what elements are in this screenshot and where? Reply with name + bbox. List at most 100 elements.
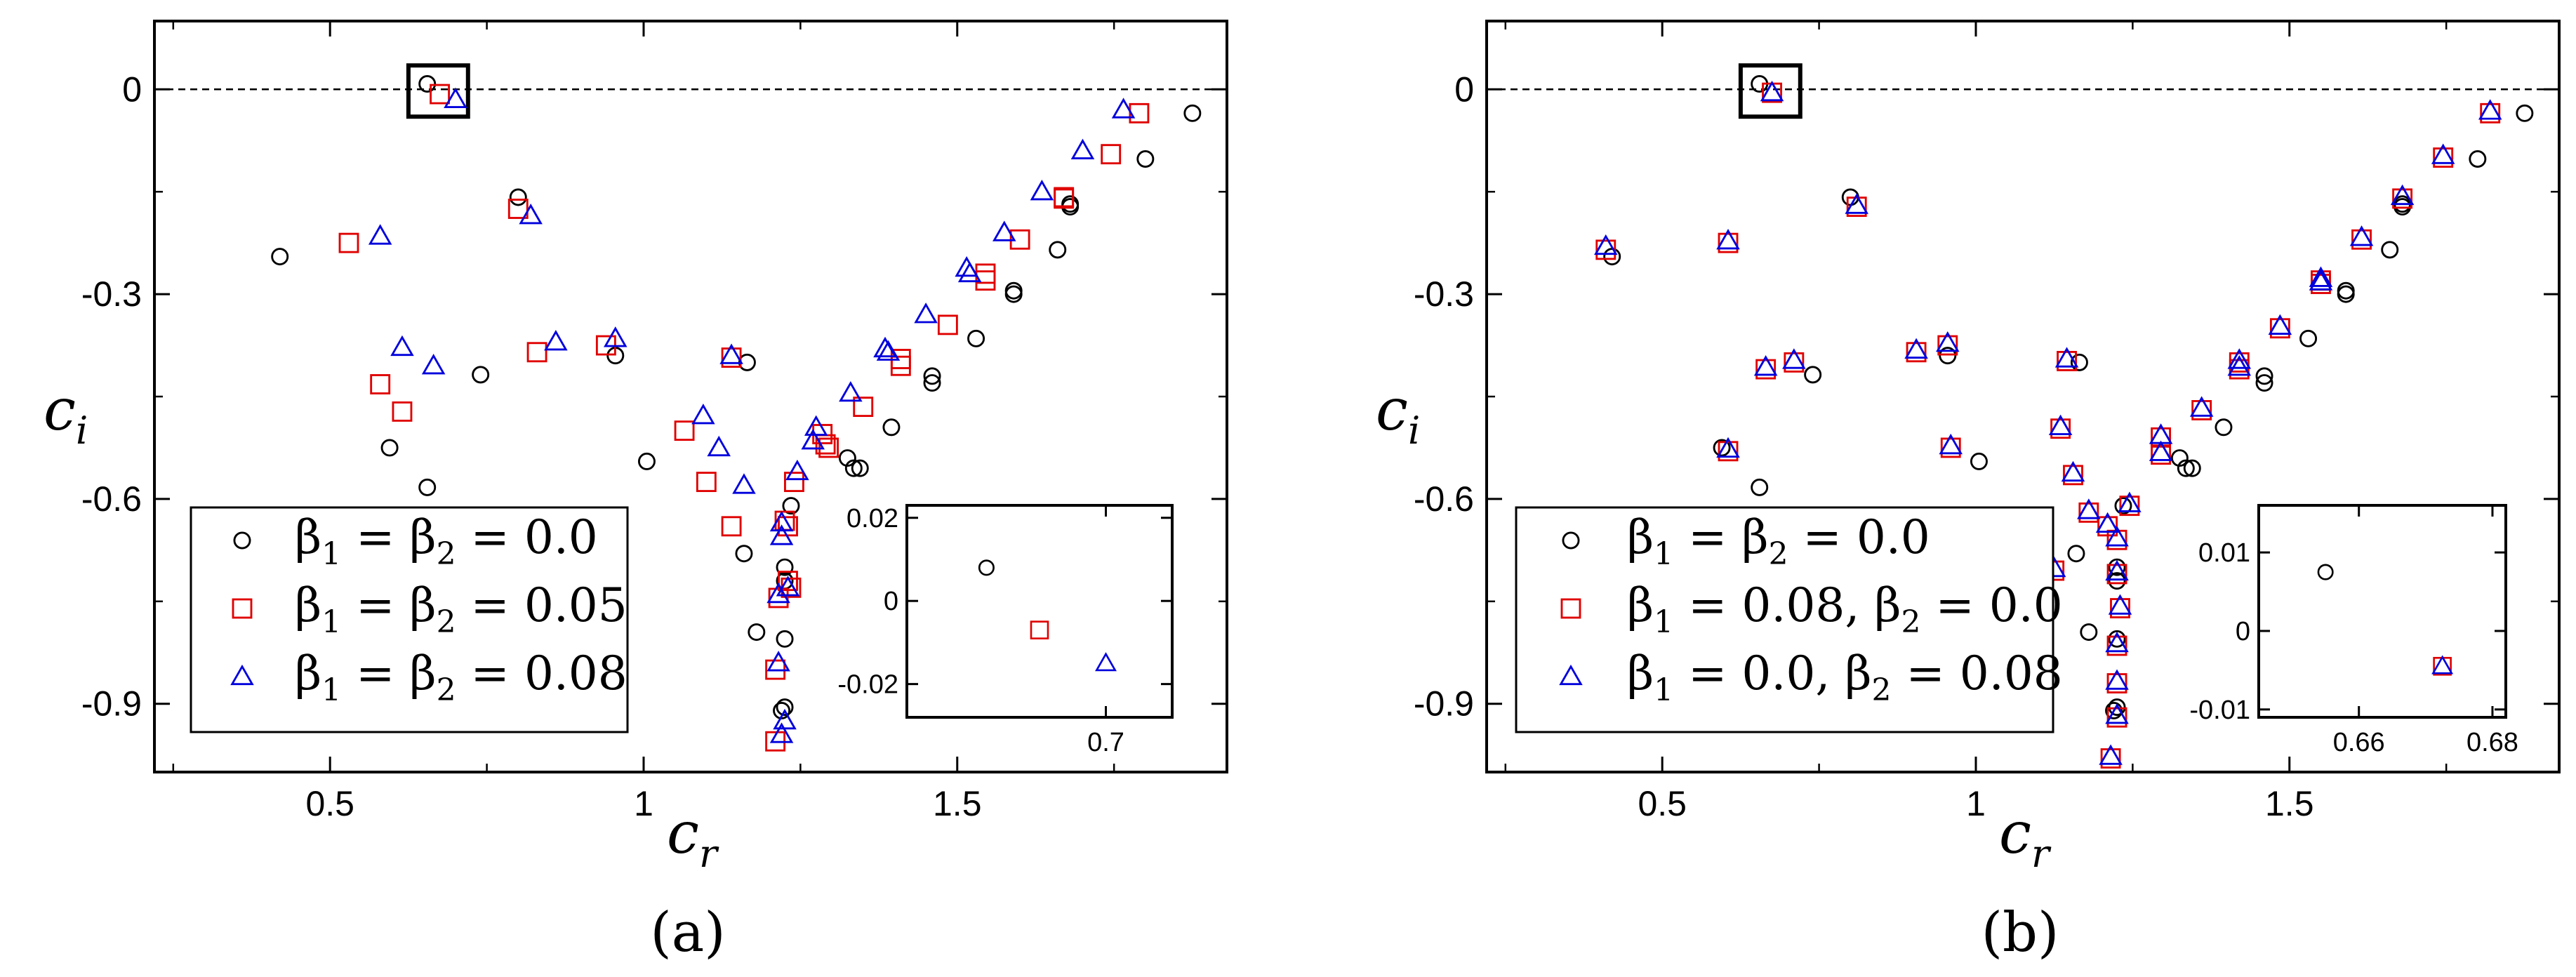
data-point — [2061, 460, 2085, 482]
data-point — [2048, 414, 2073, 435]
panel-a: 0.5 1 1.5 0 -0.3 -0.6 -0.9 ci cr (a) β1 = β2 =… — [44, 20, 1228, 964]
data-point — [2108, 630, 2126, 648]
data-point — [2351, 229, 2372, 250]
data-point — [785, 459, 809, 481]
data-point — [1939, 433, 1963, 455]
data-point — [2105, 526, 2129, 547]
data-point — [1183, 104, 1202, 122]
data-point — [392, 401, 413, 422]
data-point — [1594, 234, 1618, 255]
data-point — [838, 449, 856, 467]
data-point — [853, 397, 874, 418]
x-axis-label: cr — [1999, 800, 2052, 876]
data-point — [839, 380, 863, 402]
data-point — [2478, 99, 2502, 120]
data-point — [778, 571, 798, 592]
data-point — [732, 473, 756, 494]
y-tick-label: 0 — [122, 69, 142, 109]
legend-marker-square — [232, 598, 253, 619]
data-point — [2268, 314, 2292, 335]
series-circle — [271, 75, 1202, 719]
inset-frame — [2257, 504, 2507, 719]
legend-entry: β1 = 0.0, β2 = 0.08 — [1627, 646, 2063, 708]
data-point — [748, 623, 766, 642]
data-point — [937, 314, 958, 335]
legend-entry: β1 = β2 = 0.0 — [295, 510, 598, 572]
data-point — [2105, 669, 2129, 690]
data-point — [390, 335, 414, 357]
inset-y-tick-label: 0 — [2236, 617, 2250, 646]
highlight-box — [406, 63, 470, 119]
data-point — [1782, 348, 1806, 369]
data-point — [1713, 439, 1731, 457]
data-point — [2105, 559, 2129, 581]
y-axis-label: ci — [44, 377, 88, 453]
data-point — [2229, 359, 2250, 380]
data-point — [2480, 102, 2501, 124]
data-point — [1753, 354, 1778, 376]
data-point — [1049, 241, 1067, 259]
x-tick-label: 1 — [1966, 784, 1986, 823]
data-point — [604, 326, 628, 347]
data-point — [2299, 329, 2318, 347]
data-point — [2099, 744, 2123, 765]
data-point — [851, 459, 869, 477]
data-point — [873, 336, 897, 358]
legend: β1 = β2 = 0.0β1 = 0.08, β2 = 0.0β1 = 0.0… — [1515, 506, 2063, 733]
data-point — [721, 516, 742, 537]
panel-b: 0.5 1 1.5 0 -0.3 -0.6 -0.9 ci cr (b) β1 = β2 =… — [1376, 20, 2561, 964]
data-point — [1716, 229, 1740, 250]
data-point — [2516, 104, 2534, 122]
series-triangle — [1594, 80, 2502, 765]
inset-x-tick-label: 0.7 — [1087, 728, 1124, 757]
data-point — [914, 303, 938, 324]
data-point — [2100, 748, 2121, 769]
data-point — [2469, 150, 2487, 168]
data-point — [776, 558, 794, 576]
data-point — [769, 722, 794, 743]
data-point — [1603, 248, 1621, 266]
data-point — [2108, 572, 2126, 590]
data-point — [2095, 512, 2120, 533]
data-point — [2255, 374, 2273, 392]
data-point — [804, 415, 828, 436]
data-point — [2349, 225, 2374, 246]
data-point — [1595, 239, 1616, 260]
data-point — [776, 630, 794, 648]
inset: 0.66 0.68 0.01 0 -0.01 — [2189, 504, 2518, 757]
series-triangle — [368, 87, 1136, 743]
data-point — [766, 582, 790, 604]
data-point — [2337, 285, 2355, 303]
data-point — [967, 329, 985, 347]
y-tick-label: -0.9 — [81, 684, 142, 724]
data-point — [2189, 396, 2214, 417]
inset-y-tick-label: 0 — [884, 587, 898, 616]
inset: 0.7 0.02 0 -0.02 — [837, 504, 1174, 757]
y-tick-label: -0.6 — [1414, 479, 1474, 519]
data-point — [2080, 623, 2098, 642]
data-point — [1718, 232, 1739, 253]
data-point — [2110, 598, 2130, 618]
data-point — [735, 545, 753, 563]
data-point — [2118, 491, 2142, 512]
data-point — [380, 439, 399, 457]
data-point — [1939, 347, 1957, 365]
data-point — [784, 472, 804, 493]
inset-data-point — [2431, 655, 2454, 674]
data-point — [2309, 266, 2333, 287]
data-point — [421, 354, 446, 375]
data-point — [2108, 594, 2132, 615]
data-point — [2105, 703, 2129, 724]
data-point — [992, 220, 1016, 241]
data-point — [1937, 335, 1958, 356]
inset-frame — [905, 504, 1174, 719]
data-point — [957, 261, 982, 283]
data-point — [876, 340, 901, 361]
data-point — [370, 374, 391, 394]
data-point — [1904, 338, 1928, 359]
data-point — [1970, 452, 1988, 470]
panel-label-a: (a) — [650, 901, 725, 964]
data-point — [507, 199, 529, 219]
data-point — [338, 232, 359, 253]
